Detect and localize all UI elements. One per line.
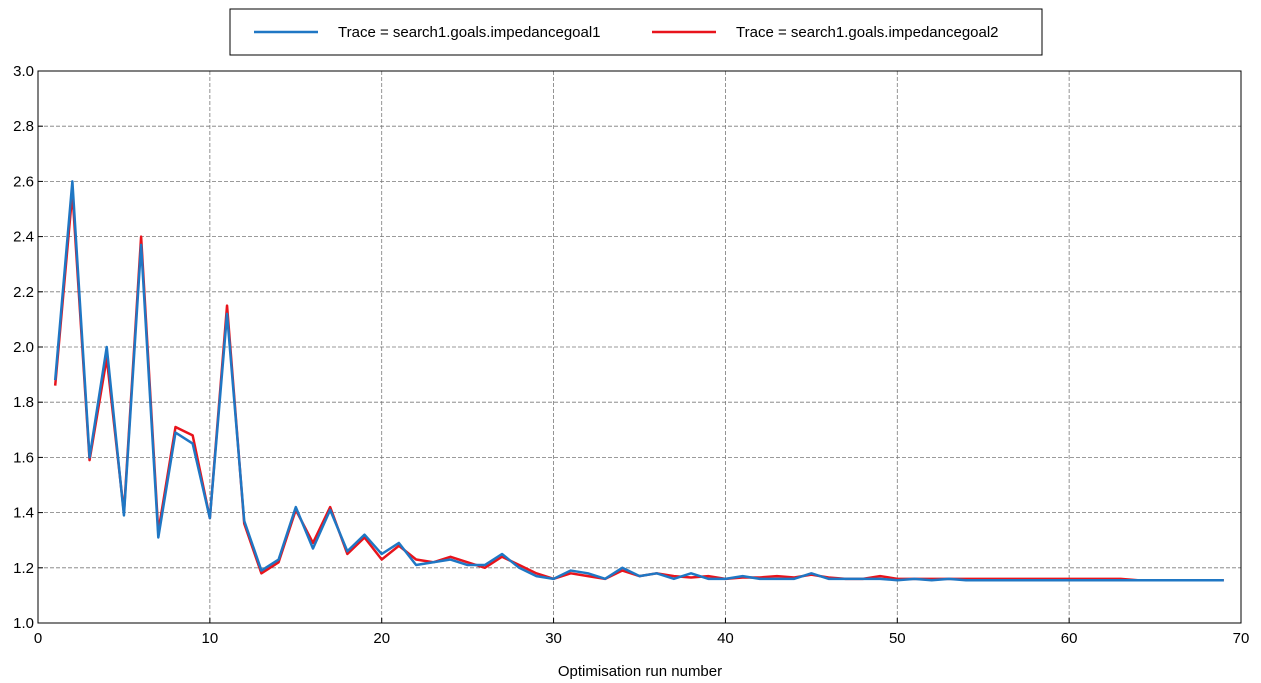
x-tick-label: 60 [1061,630,1078,647]
x-tick-label: 20 [373,630,390,647]
y-tick-label: 2.2 [13,284,34,301]
legend: Trace = search1.goals.impedancegoal1 Tra… [229,8,1043,56]
y-tick-label: 2.0 [13,339,34,356]
y-tick-label: 2.4 [13,229,34,246]
x-tick-label: 70 [1233,630,1250,647]
y-tick-label: 2.8 [13,118,34,135]
x-tick-label: 40 [717,630,734,647]
legend-label-impedancegoal2: Trace = search1.goals.impedancegoal2 [736,24,999,41]
x-tick-label: 50 [889,630,906,647]
y-tick-label: 1.4 [13,505,34,522]
series-layer [53,180,1224,582]
x-tick-label: 30 [545,630,562,647]
y-tick-label: 1.8 [13,394,34,411]
x-tick-label: 10 [202,630,219,647]
y-tick-label: 1.6 [13,449,34,466]
plot-frame [37,70,1242,624]
x-axis-title: Optimisation run number [558,663,722,680]
legend-label-impedancegoal1: Trace = search1.goals.impedancegoal1 [338,24,601,41]
legend-frame [229,8,1043,56]
y-tick-label: 1.2 [13,560,34,577]
x-tick-labels: 0 10 20 30 40 50 60 70 [34,630,1250,647]
x-tick-label: 0 [34,630,42,647]
y-tick-label: 2.6 [13,173,34,190]
y-tick-labels: 1.0 1.2 1.4 1.6 1.8 2.0 2.2 2.4 2.6 2.8 3.0 [13,63,34,632]
y-tick-label: 1.0 [13,615,34,632]
series-line-impedancegoal1 [53,180,1224,582]
y-tick-label: 3.0 [13,63,34,80]
